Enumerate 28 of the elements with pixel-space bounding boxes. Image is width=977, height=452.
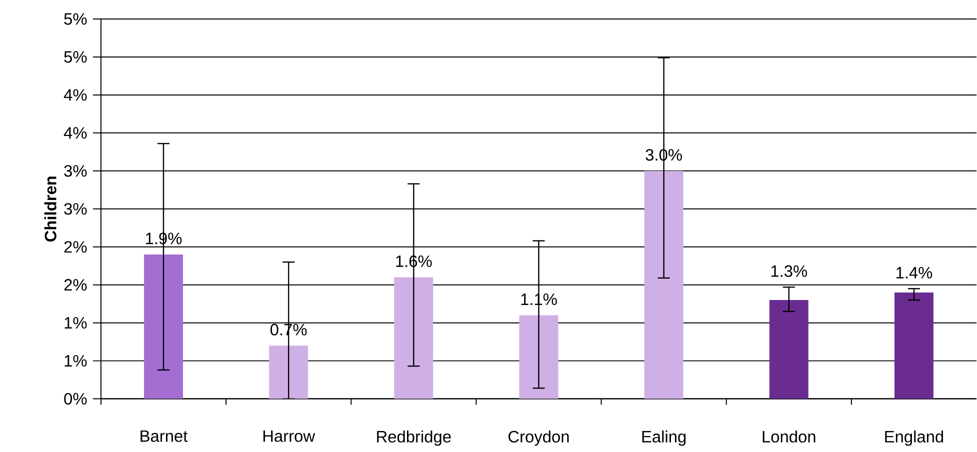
y-tick-label: 5% (64, 13, 87, 25)
bar (894, 292, 934, 399)
y-tick-label: 4% (64, 127, 87, 139)
x-tick-label: England (885, 430, 944, 446)
bar (269, 346, 308, 399)
y-tick-label: 1% (64, 355, 87, 367)
y-tick-label: 0% (64, 393, 87, 405)
x-tick-label: Croydon (508, 430, 569, 446)
y-tick-label: 2% (64, 279, 87, 291)
x-tick-label: London (762, 430, 816, 443)
bar (769, 300, 808, 399)
y-axis-title: Children (44, 176, 56, 242)
y-tick-label: 3% (64, 165, 87, 177)
x-tick-label: Ealing (642, 430, 686, 446)
bar (144, 254, 183, 399)
x-tick-label: Harrow (263, 430, 316, 442)
y-tick-label: 4% (64, 89, 87, 101)
y-tick-label: 1% (64, 317, 87, 329)
data-label: 1.3% (771, 265, 808, 278)
x-tick-label: Barnet (140, 430, 188, 442)
y-tick-label: 5% (64, 51, 87, 63)
bar (394, 277, 434, 399)
y-tick-label: 3% (64, 203, 87, 215)
bar (519, 315, 558, 399)
bar (644, 171, 684, 399)
data-label: 1.4% (896, 267, 932, 279)
y-tick-label: 2% (64, 241, 87, 253)
x-tick-label: Redbridge (377, 430, 451, 446)
